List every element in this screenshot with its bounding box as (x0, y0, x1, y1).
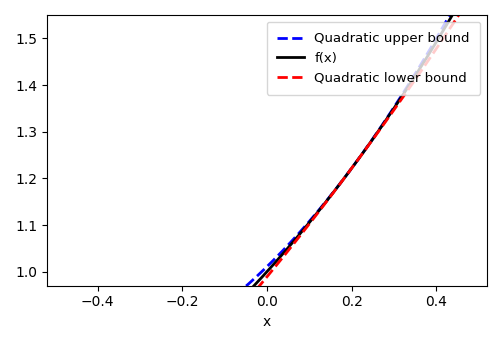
Quadratic lower bound (305, 223, 311, 227)
f(x) (255, 279, 261, 283)
f(x) (282, 249, 288, 254)
Legend: Quadratic upper bound, f(x), Quadratic lower bound: Quadratic upper bound, f(x), Quadratic l… (267, 22, 479, 95)
f(x) (253, 282, 259, 286)
Line: Quadratic lower bound: Quadratic lower bound (47, 0, 486, 344)
f(x) (305, 221, 311, 225)
Line: Quadratic upper bound: Quadratic upper bound (47, 0, 486, 344)
X-axis label: x: x (263, 315, 271, 329)
Quadratic upper bound (255, 273, 261, 277)
Quadratic upper bound (253, 275, 259, 279)
Quadratic lower bound (404, 88, 410, 93)
Quadratic lower bound (282, 252, 288, 257)
Quadratic upper bound (305, 220, 311, 224)
Quadratic lower bound (253, 288, 259, 292)
Line: f(x): f(x) (47, 0, 486, 344)
Quadratic upper bound (282, 246, 288, 250)
Quadratic lower bound (255, 285, 261, 289)
f(x) (404, 86, 410, 90)
Quadratic upper bound (404, 84, 410, 88)
